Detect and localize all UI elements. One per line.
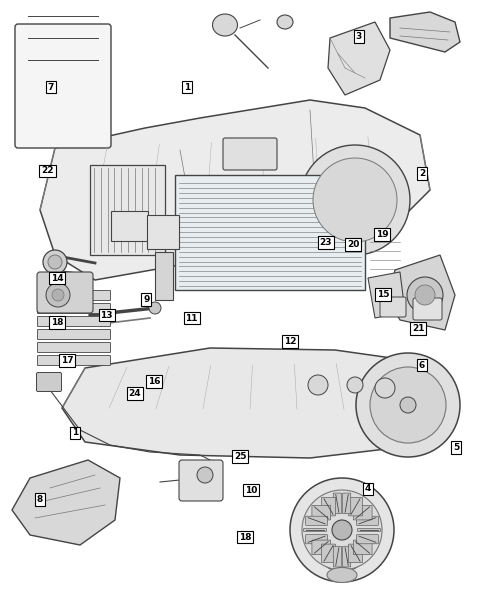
Circle shape xyxy=(355,353,459,457)
Text: 5: 5 xyxy=(452,443,458,452)
Ellipse shape xyxy=(326,567,356,583)
Bar xyxy=(155,252,173,300)
FancyBboxPatch shape xyxy=(311,505,330,520)
Text: 3: 3 xyxy=(355,32,361,41)
FancyBboxPatch shape xyxy=(15,24,111,148)
FancyBboxPatch shape xyxy=(342,493,350,514)
FancyBboxPatch shape xyxy=(305,516,327,525)
FancyBboxPatch shape xyxy=(37,356,110,366)
Text: 4: 4 xyxy=(363,484,370,494)
Circle shape xyxy=(346,377,362,393)
FancyBboxPatch shape xyxy=(37,303,110,313)
Bar xyxy=(90,165,165,255)
Text: 19: 19 xyxy=(375,230,388,239)
FancyBboxPatch shape xyxy=(348,497,362,516)
FancyBboxPatch shape xyxy=(37,316,110,326)
Ellipse shape xyxy=(322,549,360,571)
Circle shape xyxy=(414,285,434,305)
Circle shape xyxy=(388,296,396,304)
Circle shape xyxy=(300,145,409,255)
Text: 15: 15 xyxy=(376,290,389,299)
Bar xyxy=(175,175,364,290)
FancyBboxPatch shape xyxy=(379,297,405,317)
Polygon shape xyxy=(40,100,429,280)
FancyBboxPatch shape xyxy=(352,505,371,520)
Circle shape xyxy=(312,158,396,242)
Circle shape xyxy=(369,367,445,443)
Circle shape xyxy=(406,277,442,313)
FancyBboxPatch shape xyxy=(333,546,341,567)
Text: 22: 22 xyxy=(41,166,54,176)
Ellipse shape xyxy=(276,15,292,29)
Text: 17: 17 xyxy=(60,356,73,365)
FancyBboxPatch shape xyxy=(37,272,93,313)
Text: 18: 18 xyxy=(51,318,63,327)
Circle shape xyxy=(374,378,394,398)
Polygon shape xyxy=(327,22,389,95)
FancyBboxPatch shape xyxy=(311,540,330,555)
Circle shape xyxy=(302,490,381,570)
Polygon shape xyxy=(387,255,454,330)
Polygon shape xyxy=(389,12,459,52)
FancyBboxPatch shape xyxy=(357,528,380,531)
Text: 14: 14 xyxy=(51,273,63,283)
Ellipse shape xyxy=(212,14,237,36)
FancyBboxPatch shape xyxy=(356,516,378,525)
Text: 20: 20 xyxy=(346,240,359,249)
Text: 25: 25 xyxy=(233,452,246,461)
Text: 23: 23 xyxy=(319,238,332,247)
Text: 2: 2 xyxy=(418,169,424,178)
Text: 13: 13 xyxy=(100,310,113,320)
Circle shape xyxy=(307,375,327,395)
Circle shape xyxy=(332,520,351,540)
Circle shape xyxy=(43,250,67,274)
FancyBboxPatch shape xyxy=(37,290,110,300)
Text: 1: 1 xyxy=(72,428,78,438)
Text: 24: 24 xyxy=(128,389,141,398)
Text: 1: 1 xyxy=(183,82,189,92)
FancyBboxPatch shape xyxy=(223,138,276,170)
Polygon shape xyxy=(367,272,404,318)
FancyBboxPatch shape xyxy=(37,342,110,352)
Circle shape xyxy=(52,289,64,301)
Circle shape xyxy=(197,467,212,483)
Circle shape xyxy=(289,478,393,582)
Text: 8: 8 xyxy=(37,495,43,504)
Text: 7: 7 xyxy=(47,82,54,92)
FancyBboxPatch shape xyxy=(412,298,441,320)
FancyBboxPatch shape xyxy=(37,329,110,339)
Text: 6: 6 xyxy=(418,360,424,370)
FancyBboxPatch shape xyxy=(321,497,335,516)
Text: 18: 18 xyxy=(238,532,251,542)
Polygon shape xyxy=(12,460,120,545)
FancyBboxPatch shape xyxy=(352,540,371,555)
Text: 12: 12 xyxy=(283,337,296,346)
FancyBboxPatch shape xyxy=(356,535,378,544)
Ellipse shape xyxy=(65,77,79,87)
FancyBboxPatch shape xyxy=(179,460,223,501)
FancyBboxPatch shape xyxy=(342,546,350,567)
Circle shape xyxy=(399,397,415,413)
Ellipse shape xyxy=(31,77,45,87)
Circle shape xyxy=(421,303,431,313)
FancyBboxPatch shape xyxy=(147,215,179,249)
FancyBboxPatch shape xyxy=(111,211,148,241)
FancyBboxPatch shape xyxy=(36,372,61,392)
Text: 21: 21 xyxy=(411,324,424,333)
Text: 10: 10 xyxy=(244,485,257,495)
FancyBboxPatch shape xyxy=(303,528,326,531)
Text: 9: 9 xyxy=(143,294,150,304)
FancyBboxPatch shape xyxy=(321,544,335,562)
FancyBboxPatch shape xyxy=(348,544,362,562)
FancyBboxPatch shape xyxy=(305,535,327,544)
Polygon shape xyxy=(62,348,437,458)
Circle shape xyxy=(46,283,70,307)
FancyBboxPatch shape xyxy=(333,493,341,514)
Circle shape xyxy=(48,255,62,269)
Circle shape xyxy=(149,302,161,314)
Text: 11: 11 xyxy=(185,313,197,323)
Text: 16: 16 xyxy=(148,377,160,386)
